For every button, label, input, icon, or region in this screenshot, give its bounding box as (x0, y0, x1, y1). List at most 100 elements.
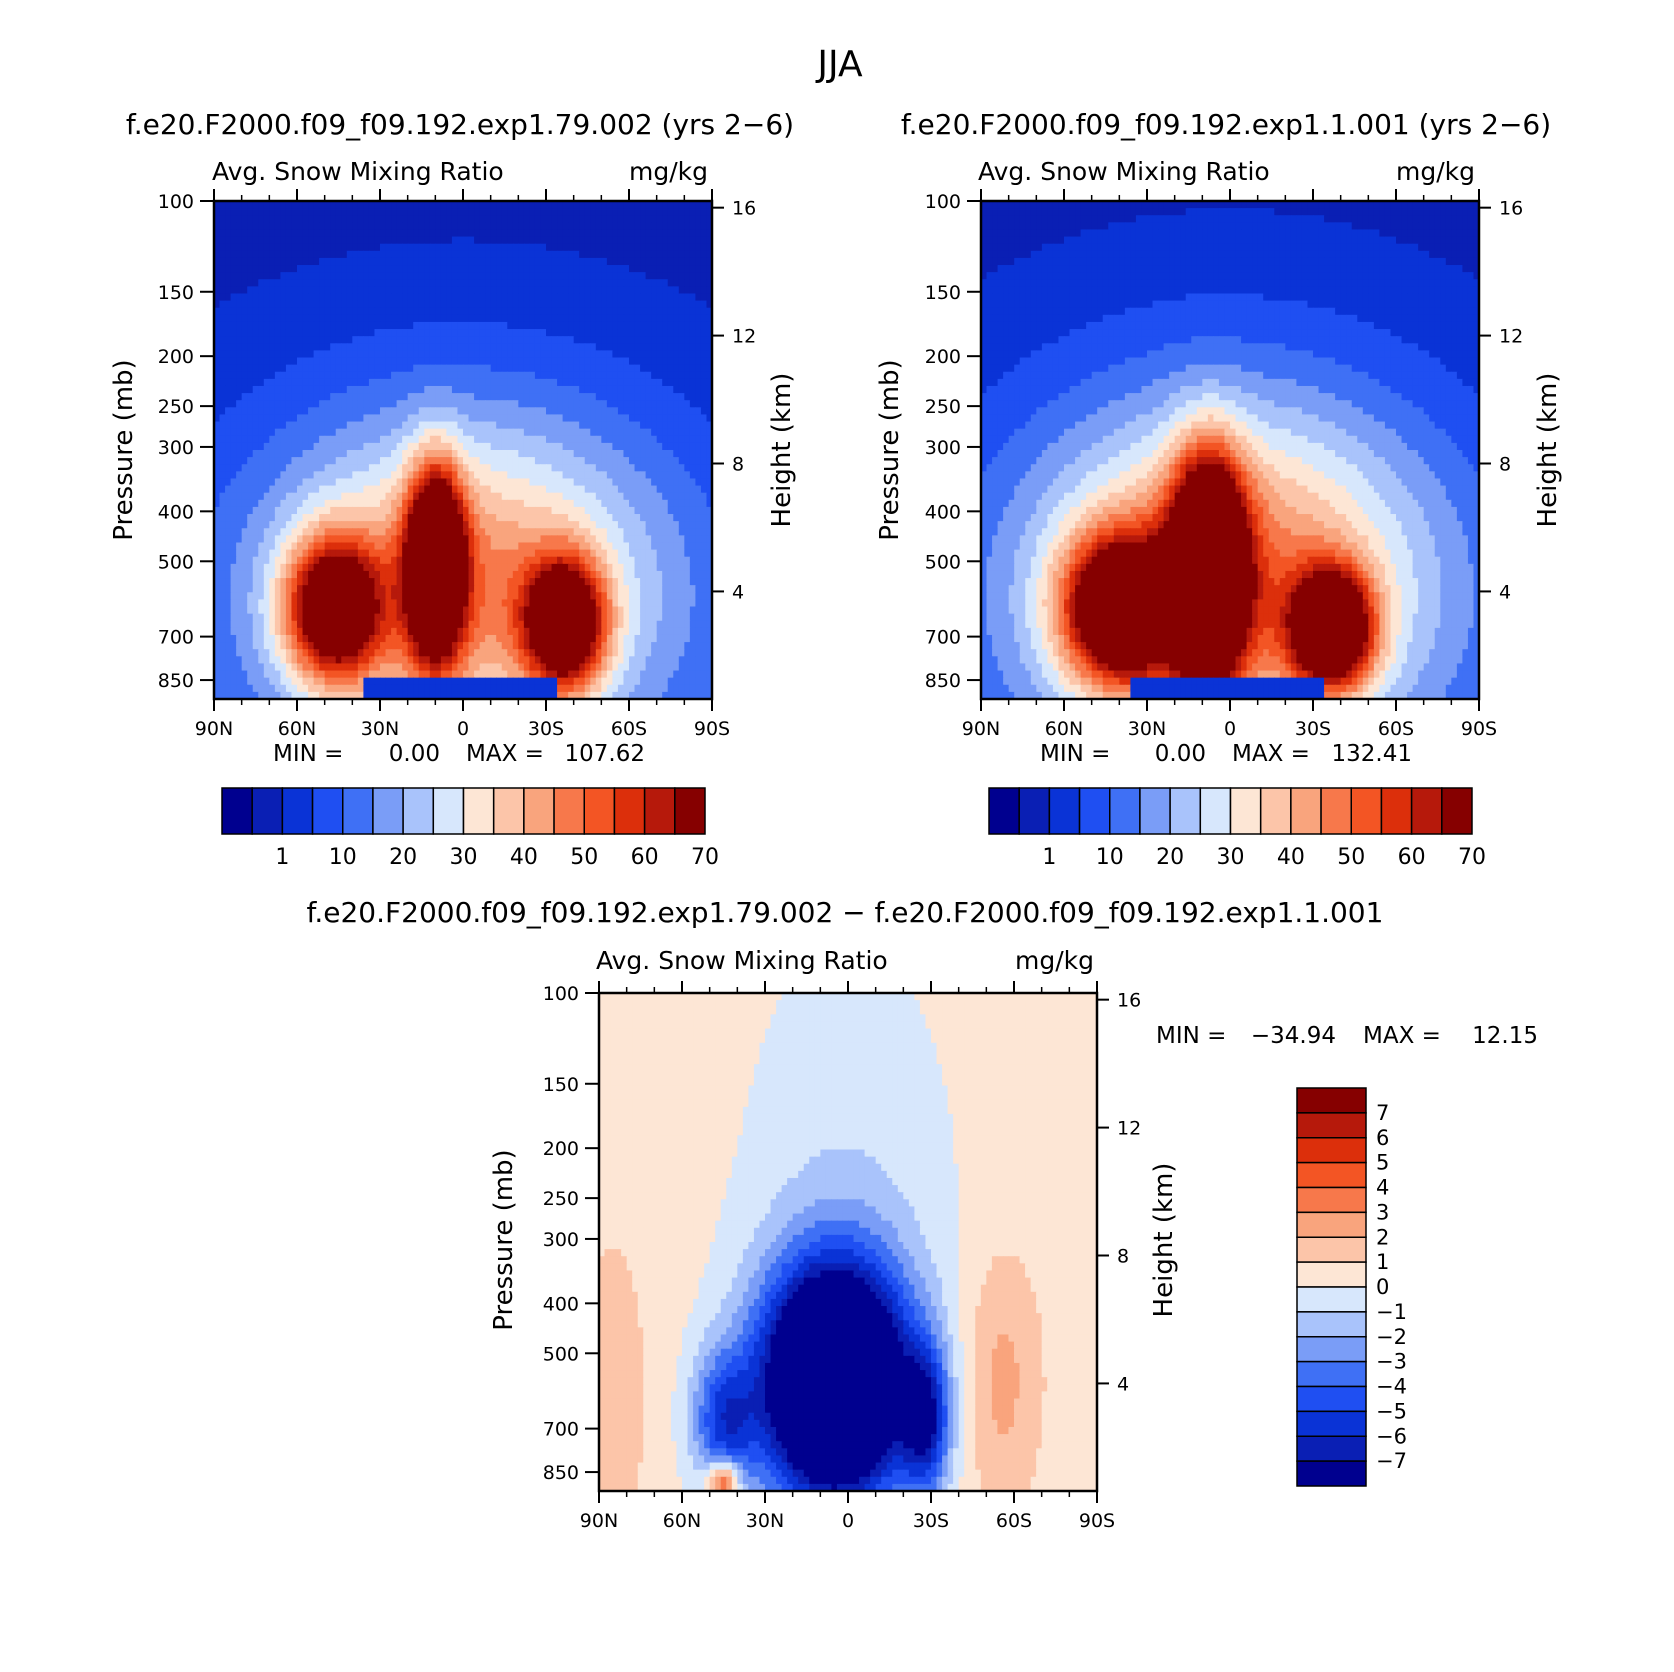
contour-cell (595, 514, 602, 522)
contour-cell (429, 286, 436, 295)
contour-cell (230, 314, 237, 323)
contour-cell (651, 243, 658, 252)
contour-cell (601, 343, 608, 351)
contour-cell (258, 314, 265, 323)
contour-cell (540, 243, 547, 252)
contour-cell (474, 471, 481, 480)
contour-cell (584, 329, 591, 337)
contour-cell (380, 428, 387, 437)
contour-cell (656, 385, 663, 394)
contour-cell (700, 343, 708, 351)
contour-cell (346, 514, 353, 522)
contour-cell (297, 499, 304, 508)
contour-cell (302, 279, 309, 287)
contour-cell (667, 272, 674, 280)
contour-cell (512, 257, 519, 266)
contour-cell (684, 549, 691, 558)
contour-cell (617, 208, 625, 216)
contour-cell (606, 556, 613, 565)
contour-cell (330, 563, 337, 572)
contour-cell (341, 585, 348, 593)
contour-cell (451, 208, 459, 216)
contour-cell (313, 229, 320, 238)
contour-cell (490, 478, 497, 487)
contour-cell (252, 471, 259, 480)
contour-cell (302, 343, 309, 351)
contour-cell (579, 556, 586, 565)
contour-cell (435, 257, 442, 266)
contour-cell (706, 350, 713, 359)
contour-cell (214, 535, 221, 544)
contour-cell (656, 485, 663, 494)
contour-cell (546, 407, 553, 416)
contour-cell (612, 257, 619, 266)
contour-cell (595, 236, 602, 245)
contour-cell (501, 329, 508, 337)
contour-cell (451, 201, 459, 209)
contour-cell (678, 514, 685, 522)
contour-cell (302, 528, 309, 536)
contour-cell (474, 421, 481, 430)
contour-cell (391, 442, 398, 451)
contour-cell (269, 499, 276, 508)
contour-cell (446, 201, 453, 209)
contour-cell (225, 506, 232, 515)
contour-cell (557, 506, 564, 515)
contour-cell (667, 450, 674, 458)
contour-cell (252, 521, 259, 529)
contour-cell (617, 201, 625, 209)
contour-cell (595, 257, 602, 266)
contour-cell (324, 435, 331, 444)
contour-cell (313, 393, 320, 401)
contour-cell (706, 272, 713, 280)
contour-cell (269, 279, 276, 287)
contour-cell (313, 435, 320, 444)
contour-cell (557, 357, 564, 366)
contour-cell (391, 400, 398, 408)
contour-cell (285, 371, 293, 380)
contour-cell (280, 371, 287, 380)
contour-cell (468, 435, 475, 444)
contour-cell (507, 485, 514, 494)
contour-cell (629, 471, 636, 480)
contour-cell (518, 350, 525, 359)
contour-cell (606, 201, 613, 209)
contour-cell (695, 471, 702, 480)
contour-cell (435, 457, 442, 465)
contour-cell (656, 293, 663, 302)
contour-cell (695, 222, 702, 231)
contour-cell (346, 563, 353, 572)
contour-cell (651, 364, 658, 373)
contour-cell (463, 364, 470, 373)
contour-cell (252, 243, 259, 252)
contour-cell (302, 400, 309, 408)
contour-cell (319, 272, 326, 280)
contour-cell (368, 286, 376, 295)
contour-cell (335, 535, 342, 544)
contour-cell (551, 321, 558, 330)
contour-cell (241, 208, 248, 216)
contour-cell (479, 265, 486, 273)
contour-cell (297, 350, 304, 359)
contour-cell (617, 243, 625, 252)
contour-cell (534, 343, 542, 351)
contour-cell (357, 229, 364, 238)
contour-cell (551, 485, 558, 494)
contour-cell (247, 286, 254, 295)
contour-cell (595, 400, 602, 408)
contour-cell (584, 208, 591, 216)
contour-cell (247, 556, 254, 565)
contour-cell (230, 243, 237, 252)
contour-cell (402, 215, 409, 223)
contour-cell (629, 478, 636, 487)
contour-cell (446, 450, 453, 458)
contour-cell (346, 407, 353, 416)
contour-cell (651, 357, 658, 366)
contour-cell (479, 286, 486, 295)
contour-cell (512, 300, 519, 309)
contour-cell (529, 236, 536, 245)
contour-cell (357, 272, 364, 280)
contour-cell (623, 279, 630, 287)
contour-cell (496, 450, 503, 458)
contour-cell (601, 378, 608, 387)
